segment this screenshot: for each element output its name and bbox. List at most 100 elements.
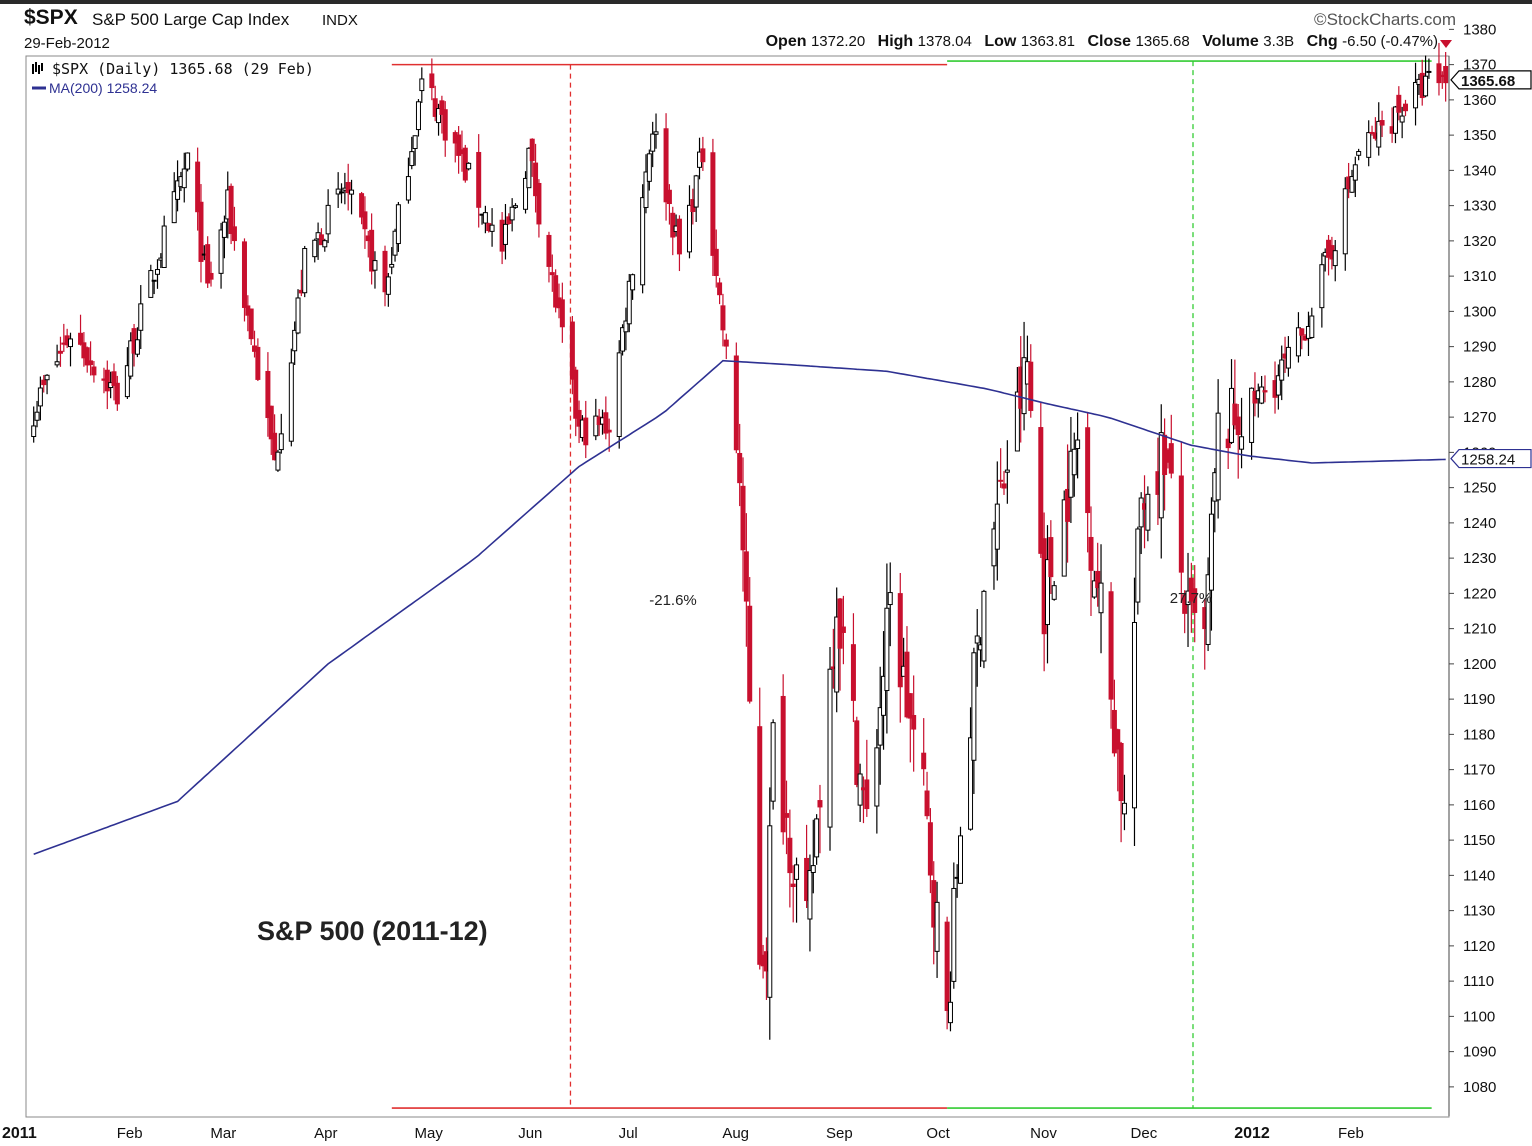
- candle-body: [877, 707, 883, 746]
- candle-body: [686, 204, 692, 253]
- candle-body: [720, 305, 726, 331]
- candle-body: [1138, 497, 1144, 528]
- candle-body: [432, 98, 438, 117]
- candle-body: [1028, 361, 1034, 411]
- candle-body: [1118, 742, 1124, 802]
- candle-body: [345, 182, 351, 194]
- x-tick-label: Apr: [314, 1125, 337, 1142]
- y-tick-label: 1200: [1463, 656, 1496, 673]
- candle-body: [268, 405, 274, 440]
- candle-body: [757, 726, 763, 965]
- y-tick-label: 1350: [1463, 127, 1496, 144]
- candle-body: [790, 883, 796, 888]
- volume-value: 3.3B: [1263, 33, 1295, 50]
- candle-body: [1413, 81, 1419, 109]
- candle-body: [1014, 391, 1020, 452]
- x-tick-label: Feb: [1338, 1125, 1364, 1142]
- candle-body: [1098, 582, 1104, 614]
- candle-body: [218, 229, 224, 274]
- candle-body: [134, 339, 140, 355]
- candle-body: [148, 270, 154, 298]
- candle-body: [1423, 75, 1429, 97]
- candle-body: [747, 605, 753, 702]
- y-tick-label: 1180: [1463, 726, 1495, 743]
- candle-body: [864, 779, 870, 810]
- candle-body: [827, 668, 833, 828]
- ma-value-tag: 1258.24: [1450, 448, 1532, 469]
- candle-body: [1145, 493, 1151, 531]
- y-tick-label: 1320: [1463, 233, 1496, 250]
- candle-body: [549, 272, 555, 276]
- y-tick-label: 1290: [1463, 339, 1496, 356]
- candle-body: [91, 366, 97, 376]
- candle-body: [1295, 327, 1301, 357]
- candle-body: [509, 206, 515, 221]
- candle-body: [248, 308, 254, 340]
- candle-body: [1352, 164, 1358, 181]
- y-tick-label: 1310: [1463, 268, 1496, 285]
- quote-summary: Open 1372.20 High 1378.04 Low 1363.81 Cl…: [758, 33, 1438, 51]
- candle-body: [466, 162, 472, 170]
- candle-body: [318, 234, 324, 246]
- candle-body: [171, 191, 177, 224]
- candle-body: [737, 452, 743, 484]
- candle-body: [911, 714, 917, 730]
- y-tick-label: 1100: [1463, 1008, 1495, 1025]
- candle-body: [395, 204, 401, 245]
- candle-body: [456, 134, 462, 156]
- candle-body: [1349, 176, 1355, 193]
- candle-body: [710, 152, 716, 256]
- x-tick-label: 2011: [2, 1125, 37, 1142]
- price-legend: $SPX (Daily) 1365.68 (29 Feb): [52, 60, 314, 78]
- candle-body: [1001, 483, 1007, 489]
- y-tick-label: 1370: [1463, 57, 1496, 74]
- candle-body: [128, 340, 134, 377]
- close-value: 1365.68: [1135, 33, 1190, 50]
- candle-body: [325, 204, 331, 235]
- level-lines: [391, 60, 1432, 1109]
- candle-body: [559, 299, 565, 328]
- candle-body: [195, 161, 201, 213]
- candle-body: [616, 352, 622, 437]
- candle-body: [874, 747, 880, 807]
- y-tick-label: 1330: [1463, 198, 1496, 215]
- candle-body: [1366, 132, 1372, 158]
- candle-body: [834, 616, 840, 693]
- candle-body: [241, 241, 247, 308]
- candle-body: [372, 260, 378, 271]
- candle-body: [1319, 264, 1325, 309]
- candle-body: [44, 374, 50, 381]
- candle-body: [526, 147, 532, 189]
- candle-body: [1061, 499, 1067, 577]
- candle-body: [713, 248, 719, 276]
- brand-logo[interactable]: ©StockCharts.com: [1314, 10, 1456, 29]
- candle-body: [606, 429, 612, 433]
- candle-body: [1158, 432, 1164, 519]
- candle-body: [1004, 469, 1010, 473]
- candle-body: [1426, 70, 1432, 73]
- candle-body: [415, 101, 421, 131]
- candle-body: [54, 361, 60, 366]
- candle-body: [1436, 63, 1442, 84]
- y-tick-label: 1170: [1463, 762, 1495, 779]
- y-tick-label: 1160: [1463, 797, 1495, 814]
- candle-body: [743, 551, 749, 602]
- high-label: High: [877, 33, 914, 50]
- candle-body: [653, 131, 659, 135]
- candle-body: [272, 432, 278, 461]
- candle-body: [1108, 591, 1114, 700]
- y-tick-label: 1380: [1463, 21, 1496, 38]
- candle-body: [529, 138, 535, 162]
- candle-body: [322, 240, 328, 248]
- candle-body: [981, 590, 987, 662]
- candle-body: [971, 652, 977, 761]
- candle-body: [1285, 346, 1291, 369]
- open-label: Open: [765, 33, 807, 50]
- candle-body: [1135, 528, 1141, 603]
- candle-body: [295, 297, 301, 334]
- x-axis: 2011 Feb Mar Apr May Jun Jul Aug Sep Oct Nov Dec 201…: [2, 1125, 1364, 1142]
- candle-body: [1051, 585, 1057, 600]
- drop-percent-label: -21.6%: [649, 592, 697, 609]
- candle-body: [1399, 115, 1405, 123]
